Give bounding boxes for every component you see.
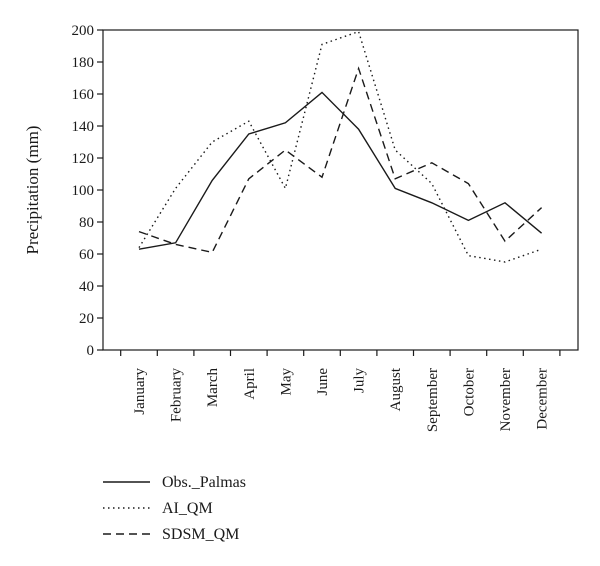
- x-tick-label: July: [352, 368, 368, 394]
- series-line-sdsm-qm: [138, 66, 543, 254]
- x-tick-label: August: [388, 367, 404, 411]
- y-tick-label: 60: [79, 247, 94, 263]
- x-tick-label: September: [425, 368, 441, 432]
- y-axis: 0 20 40 60 80 100 120 140 160 180 200: [72, 23, 103, 359]
- y-tick-label: 80: [79, 215, 94, 231]
- x-tick-label: November: [498, 368, 514, 431]
- plot-border: [102, 29, 579, 351]
- x-tick-label: October: [461, 368, 477, 416]
- legend: Obs._Palmas AI_QM SDSM_QM: [103, 474, 246, 543]
- legend-label: Obs._Palmas: [162, 474, 246, 491]
- x-tick-label: February: [169, 368, 185, 423]
- legend-label: AI_QM: [162, 500, 213, 517]
- y-axis-title: Precipitation (mm): [23, 126, 42, 255]
- y-tick-label: 40: [79, 279, 94, 295]
- x-tick-label: December: [535, 368, 551, 430]
- x-tick-label: March: [205, 368, 221, 408]
- x-axis: January February March April May June July Augu…: [120, 350, 561, 432]
- y-tick-label: 200: [72, 23, 95, 39]
- y-tick-label: 180: [72, 55, 95, 71]
- y-tick-label: 20: [79, 311, 94, 327]
- plot-frame: [102, 29, 579, 351]
- x-tick-label: January: [132, 368, 148, 415]
- y-tick-label: 140: [72, 119, 95, 135]
- y-tick-label: 0: [87, 343, 95, 359]
- y-tick-label: 100: [72, 183, 95, 199]
- x-tick-label: April: [242, 368, 258, 400]
- y-tick-label: 160: [72, 87, 95, 103]
- x-tick-label: May: [278, 368, 294, 396]
- y-tick-label: 120: [72, 151, 95, 167]
- x-tick-label: June: [315, 368, 331, 396]
- series-line-obs-palmas: [138, 91, 543, 250]
- series-line-ai-qm: [138, 30, 542, 263]
- legend-label: SDSM_QM: [162, 526, 239, 543]
- series-lines: [138, 30, 543, 263]
